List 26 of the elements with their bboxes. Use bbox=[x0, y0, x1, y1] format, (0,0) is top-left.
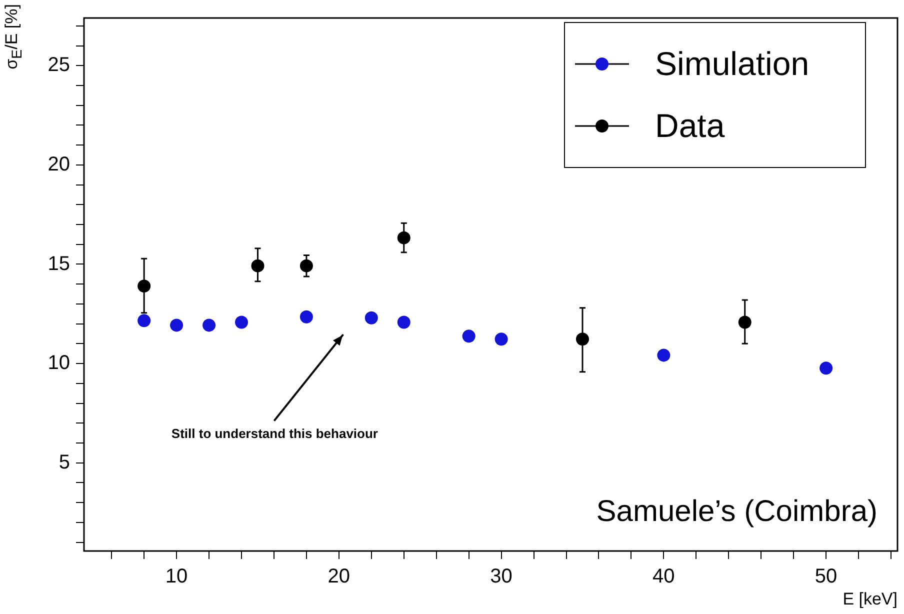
point bbox=[170, 318, 184, 332]
y-tick-label: 15 bbox=[48, 252, 70, 275]
point bbox=[202, 318, 216, 332]
point bbox=[138, 314, 151, 328]
y-tick-label: 20 bbox=[48, 153, 70, 176]
point bbox=[397, 316, 410, 329]
y-tick-label: 25 bbox=[48, 54, 70, 76]
point bbox=[235, 316, 248, 329]
x-axis-title: E [keV] bbox=[842, 589, 898, 608]
y-tick-label: 10 bbox=[48, 352, 70, 374]
x-tick-label: 50 bbox=[814, 566, 838, 588]
legend-label: Simulation bbox=[655, 45, 810, 83]
point bbox=[364, 311, 378, 324]
x-tick-label: 10 bbox=[165, 566, 188, 588]
point bbox=[494, 332, 508, 346]
annotation: Still to understand this behaviour bbox=[171, 426, 378, 442]
x-tick-label: 30 bbox=[490, 566, 512, 588]
point bbox=[300, 310, 313, 324]
x-tick-label: 20 bbox=[328, 566, 350, 588]
x-tick-label: 40 bbox=[652, 566, 675, 588]
y-tick-label: 5 bbox=[58, 451, 70, 474]
legend-label: Data bbox=[655, 107, 725, 145]
point bbox=[657, 348, 670, 362]
point bbox=[820, 362, 833, 375]
annotation: Samuele’s (Coimbra) bbox=[596, 495, 878, 528]
point bbox=[462, 330, 476, 343]
